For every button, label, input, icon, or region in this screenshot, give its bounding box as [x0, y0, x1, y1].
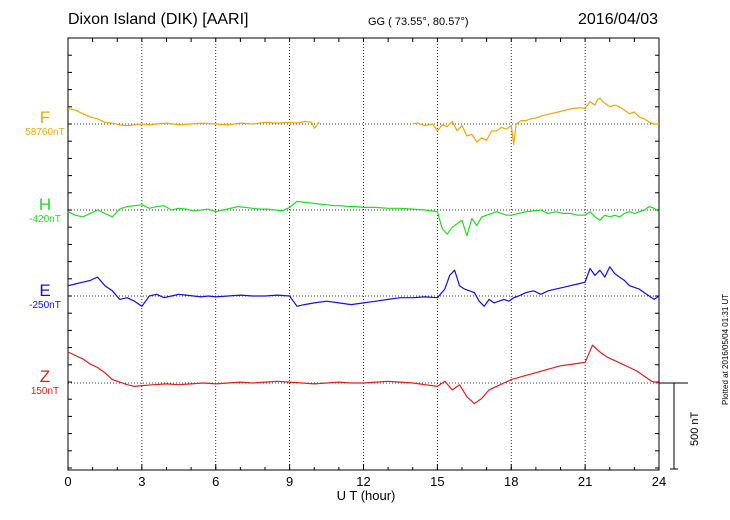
series-layer [67, 97, 660, 405]
series-label-z: Z 150nT [15, 367, 75, 398]
grid-lines [68, 38, 659, 470]
series-name: Z [39, 367, 51, 386]
x-tick-label: 18 [504, 474, 518, 489]
series-baseline: 150nT [30, 386, 60, 397]
x-tick-label: 3 [138, 474, 145, 489]
x-tick-label: 15 [430, 474, 444, 489]
station-title: Dixon Island (DIK) [AARI] [68, 11, 249, 28]
x-tick-label: 12 [356, 474, 370, 489]
scale-bar [659, 382, 688, 470]
series-line-e [67, 266, 660, 307]
series-line-f [67, 97, 659, 146]
x-axis-ticks: 0 3 6 9 12 15 18 21 24 [64, 37, 666, 489]
x-tick-label: 21 [578, 474, 592, 489]
x-tick-label: 9 [286, 474, 293, 489]
x-axis-label: U T (hour) [337, 488, 396, 503]
coordinates-label: GG ( 73.55°, 80.57°) [368, 16, 469, 28]
series-label-f: F 58760nT [15, 108, 75, 139]
series-baseline: 58760nT [25, 127, 65, 138]
x-tick-label: 0 [64, 474, 71, 489]
scale-bar-label: 500 nT [689, 411, 701, 446]
series-baseline: -250nT [29, 300, 61, 311]
plotted-timestamp: Plotted at 2016/05/04 01:31 UT [721, 293, 730, 405]
series-name: E [39, 281, 51, 300]
series-baseline: -420nT [29, 214, 61, 225]
series-label-e: E -250nT [15, 281, 75, 312]
series-label-h: H -420nT [15, 195, 75, 226]
x-tick-label: 6 [212, 474, 219, 489]
date-label: 2016/04/03 [578, 11, 659, 28]
series-line-h [67, 200, 660, 237]
x-tick-label: 24 [652, 474, 666, 489]
series-line-z [67, 344, 660, 405]
series-name: F [39, 108, 51, 127]
series-name: H [38, 195, 52, 214]
